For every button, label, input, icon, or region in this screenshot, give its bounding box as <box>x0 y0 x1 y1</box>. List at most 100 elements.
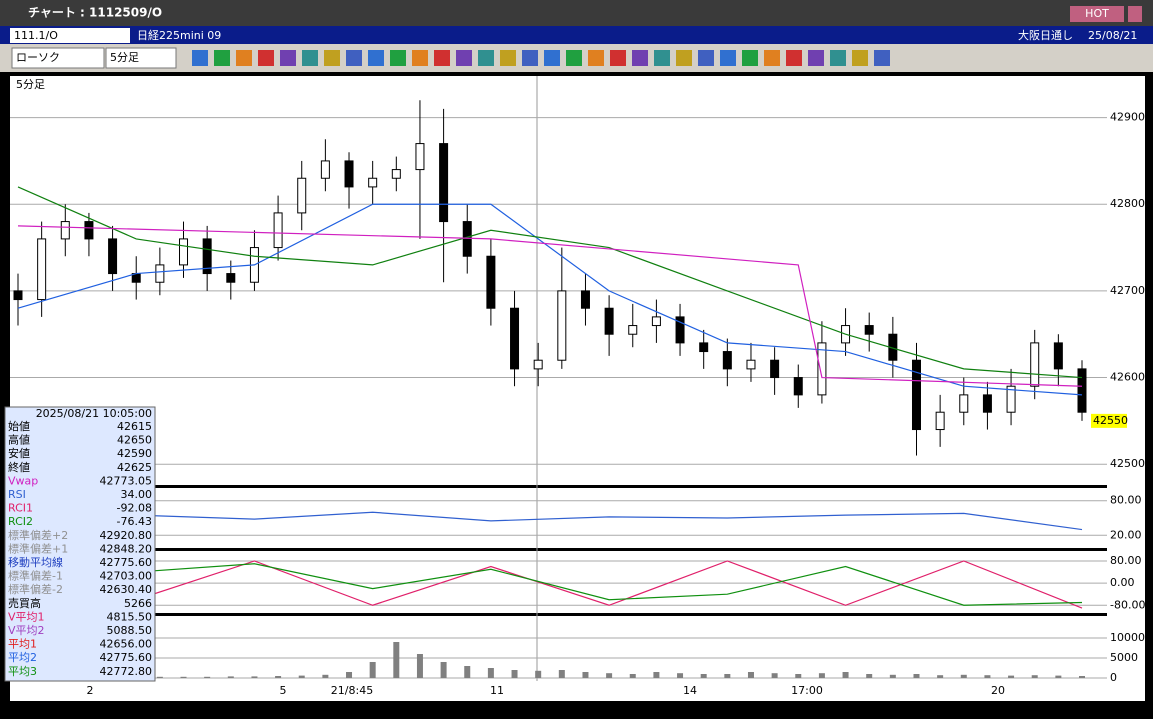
info-value: 42703.00 <box>100 570 153 583</box>
x-tick-label: 17:00 <box>791 684 823 697</box>
info-value: 42848.20 <box>100 542 153 555</box>
candle-body <box>179 238 189 266</box>
x-tick-label: 21/8:45 <box>331 684 373 697</box>
toolbar-icon[interactable] <box>632 50 648 66</box>
candle-body <box>770 359 780 379</box>
toolbar-icon[interactable] <box>434 50 450 66</box>
toolbar-icon[interactable] <box>346 50 362 66</box>
toolbar-icon[interactable] <box>390 50 406 66</box>
chart-type-select[interactable] <box>11 47 105 69</box>
candle-body <box>580 290 590 309</box>
volume-bar <box>511 670 518 678</box>
hot-button[interactable] <box>1070 6 1124 22</box>
toolbar-icon[interactable] <box>214 50 230 66</box>
info-label: V平均2 <box>8 624 45 637</box>
x-tick-label: 11 <box>490 684 504 697</box>
instrument-name: 日経225mini 09 <box>137 29 221 42</box>
volume-bar <box>156 676 163 678</box>
y-tick-label: 0 <box>1110 671 1117 684</box>
volume-bar <box>393 642 400 678</box>
toolbar-icon[interactable] <box>324 50 340 66</box>
y-tick-label: 20.00 <box>1110 528 1142 541</box>
toolbar-icon[interactable] <box>698 50 714 66</box>
price-tag <box>1091 413 1127 428</box>
candle-body <box>651 316 661 327</box>
info-label: 売買高 <box>8 596 41 610</box>
volume-bar <box>180 676 187 678</box>
chart-type: ローソク <box>16 51 60 64</box>
toolbar-icon[interactable] <box>456 50 472 66</box>
info-value: 42920.80 <box>100 529 153 542</box>
toolbar-icon[interactable] <box>610 50 626 66</box>
info-value: -76.43 <box>117 515 152 528</box>
volume-bar <box>227 676 234 678</box>
candle-body <box>675 316 685 344</box>
session: 大阪日通し <box>1018 28 1073 42</box>
info-value: 42775.60 <box>100 651 153 664</box>
toolbar-icon[interactable] <box>874 50 890 66</box>
toolbar-icon[interactable] <box>412 50 428 66</box>
info-value: 42772.80 <box>100 665 153 678</box>
toolbar-icon[interactable] <box>720 50 736 66</box>
toolbar-icon[interactable] <box>368 50 384 66</box>
price-tag-label: 42550 <box>1093 414 1128 427</box>
info-value: -92.08 <box>117 502 152 515</box>
toolbar-icon[interactable] <box>302 50 318 66</box>
toolbar-icon[interactable] <box>522 50 538 66</box>
x-tick-label: 14 <box>683 684 697 697</box>
x-tick-label: 2 <box>87 684 94 697</box>
candle-body <box>510 307 520 370</box>
candle-body <box>60 221 70 240</box>
toolbar-icon[interactable] <box>676 50 692 66</box>
toolbar-icon[interactable] <box>192 50 208 66</box>
volume-bar <box>487 668 494 678</box>
toolbar-icon[interactable] <box>764 50 780 66</box>
toolbar-icon[interactable] <box>280 50 296 66</box>
info-value: 42773.05 <box>100 474 153 487</box>
toolbar-icon[interactable] <box>258 50 274 66</box>
rsi-line <box>17 511 1083 531</box>
info-label: RSI <box>8 488 26 501</box>
candle-body <box>202 238 212 275</box>
toolbar-icon[interactable] <box>478 50 494 66</box>
window-title: チャート : 1112509/O <box>28 6 162 20</box>
info-label: 標準偏差-2 <box>8 582 63 596</box>
candle-body <box>911 359 921 431</box>
volume-bar <box>606 673 613 678</box>
candle-body <box>273 212 283 249</box>
info-label: 平均1 <box>8 638 37 651</box>
candle-body <box>982 394 992 413</box>
candle-body <box>699 342 709 353</box>
interval-select[interactable] <box>105 47 177 69</box>
volume-bar <box>369 662 376 678</box>
volume-bar <box>464 666 471 678</box>
volume-bar <box>866 674 873 678</box>
toolbar-icon[interactable] <box>654 50 670 66</box>
candle-body <box>155 264 165 283</box>
price-axis <box>1107 76 1145 681</box>
info-label: RCI2 <box>8 515 33 528</box>
info-value: 34.00 <box>121 488 153 501</box>
ma-line <box>17 203 1083 396</box>
toolbar-icon[interactable] <box>588 50 604 66</box>
toolbar-icon[interactable] <box>808 50 824 66</box>
rci-line <box>17 560 1083 609</box>
toolbar-icon[interactable] <box>500 50 516 66</box>
toolbar-icon[interactable] <box>852 50 868 66</box>
info-value: 5088.50 <box>107 624 153 637</box>
toolbar-icon[interactable] <box>566 50 582 66</box>
toolbar-icon[interactable] <box>544 50 560 66</box>
toolbar-icon[interactable] <box>236 50 252 66</box>
candle-body <box>557 290 567 361</box>
volume-bar <box>322 674 329 678</box>
toolbar-icon[interactable] <box>830 50 846 66</box>
volume-bar <box>1031 675 1038 678</box>
y-tick-label: 42600 <box>1110 371 1145 384</box>
symbol-box[interactable] <box>10 28 130 43</box>
toolbar-icon[interactable] <box>742 50 758 66</box>
toolbar-icon[interactable] <box>786 50 802 66</box>
info-label: 移動平均線 <box>8 555 63 569</box>
volume-bar <box>984 675 991 678</box>
close-button[interactable] <box>1128 6 1142 22</box>
